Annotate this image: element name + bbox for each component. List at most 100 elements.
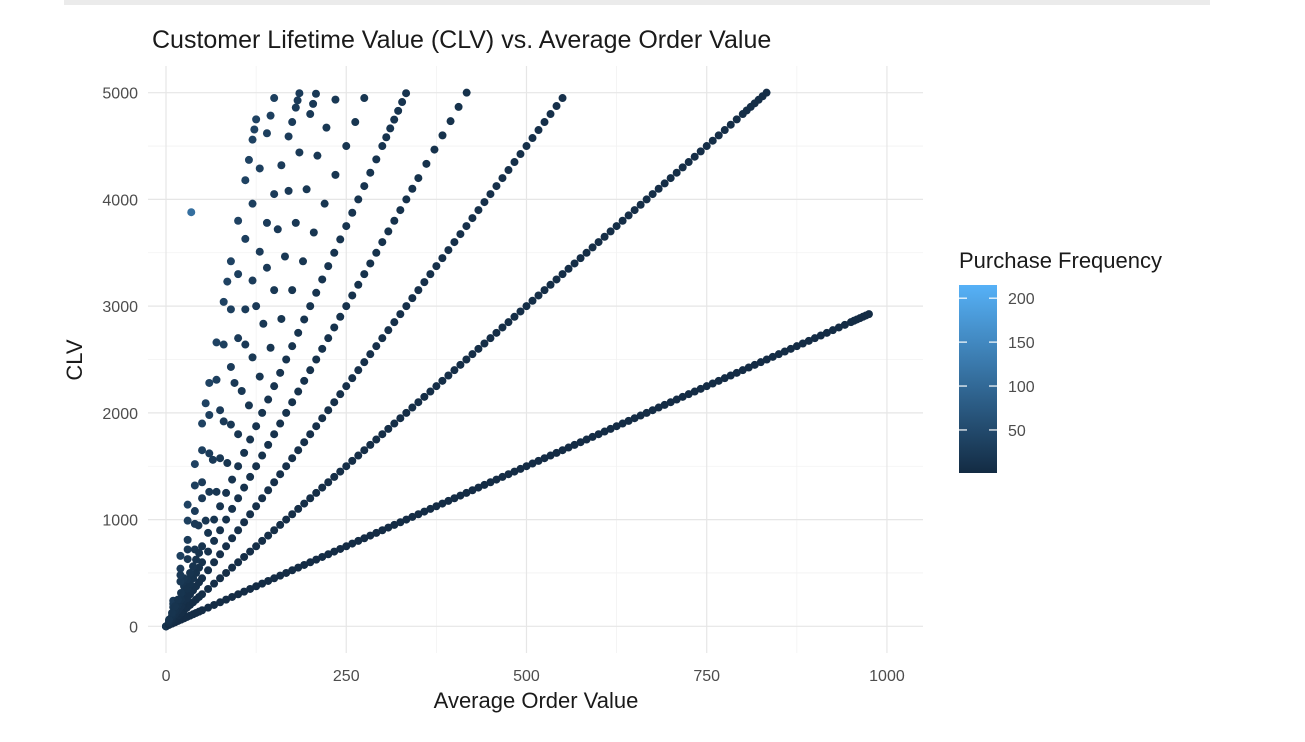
data-point — [498, 174, 507, 183]
data-point — [216, 574, 225, 583]
data-point — [282, 568, 291, 577]
data-point — [804, 336, 813, 345]
data-point — [270, 286, 279, 295]
data-point — [702, 382, 711, 391]
data-point — [456, 360, 465, 369]
data-point — [372, 248, 381, 257]
data-point — [522, 302, 531, 311]
colorbar — [959, 285, 997, 473]
data-point — [666, 398, 675, 407]
data-point — [516, 307, 525, 316]
data-point — [264, 531, 273, 540]
y-tick-label: 0 — [129, 619, 138, 636]
data-point — [552, 102, 561, 111]
data-point — [720, 126, 729, 135]
data-point — [201, 399, 210, 408]
data-point — [223, 277, 232, 286]
data-point — [420, 507, 429, 516]
data-point — [654, 184, 663, 193]
data-point — [432, 382, 441, 391]
data-point — [228, 563, 237, 572]
data-point — [810, 334, 819, 343]
data-point — [612, 222, 621, 231]
grid — [148, 66, 923, 653]
x-tick-label: 500 — [513, 668, 540, 685]
data-point — [402, 408, 411, 417]
data-point — [226, 305, 235, 314]
data-point — [183, 500, 192, 509]
data-point — [474, 344, 483, 353]
data-point — [234, 558, 243, 567]
data-point — [564, 264, 573, 273]
data-point — [219, 297, 228, 306]
data-point — [372, 528, 381, 537]
data-point — [210, 579, 219, 588]
data-point — [252, 115, 261, 124]
y-tick-label: 1000 — [102, 513, 138, 530]
data-point — [786, 344, 795, 353]
data-point — [636, 411, 645, 420]
data-point — [648, 406, 657, 415]
data-point — [720, 374, 729, 383]
data-point — [237, 386, 246, 395]
data-point — [288, 566, 297, 575]
data-point — [678, 163, 687, 172]
data-point — [252, 502, 261, 511]
data-point — [322, 123, 331, 132]
data-point — [264, 440, 273, 449]
data-point — [762, 355, 771, 364]
data-point — [330, 248, 339, 257]
data-point — [336, 544, 345, 553]
data-point — [204, 528, 213, 537]
data-point — [222, 542, 231, 551]
data-point — [248, 276, 257, 285]
data-point — [212, 375, 221, 384]
data-point — [306, 430, 315, 439]
data-point — [270, 430, 279, 439]
data-point — [294, 387, 303, 396]
y-tick-label: 4000 — [102, 192, 138, 209]
data-point — [390, 520, 399, 529]
data-point — [576, 254, 585, 263]
data-point — [696, 147, 705, 156]
data-point — [294, 328, 303, 337]
data-point — [276, 470, 285, 479]
data-point — [246, 510, 255, 519]
data-point — [318, 344, 327, 353]
data-point — [241, 305, 250, 314]
data-point — [216, 526, 225, 535]
data-point — [438, 376, 447, 385]
y-tick-label: 5000 — [102, 86, 138, 103]
data-point — [462, 355, 471, 364]
data-point — [248, 353, 257, 362]
data-point — [726, 371, 735, 380]
data-point — [176, 571, 185, 580]
data-point — [588, 432, 597, 441]
data-point — [187, 208, 196, 217]
data-point — [230, 378, 239, 387]
data-point — [462, 88, 471, 97]
points — [162, 88, 873, 631]
data-point — [594, 238, 603, 247]
data-point — [432, 502, 441, 511]
data-point — [212, 338, 221, 347]
data-point — [684, 390, 693, 399]
data-point — [828, 326, 837, 335]
data-point — [774, 350, 783, 359]
data-point — [266, 111, 275, 120]
data-point — [223, 459, 232, 468]
data-point — [438, 499, 447, 508]
data-point — [176, 577, 185, 586]
data-point — [183, 535, 192, 544]
data-point — [402, 302, 411, 311]
data-point — [414, 510, 423, 519]
data-point — [195, 548, 204, 557]
data-point — [414, 398, 423, 407]
data-point — [351, 118, 360, 127]
data-point — [320, 199, 329, 208]
data-point — [426, 270, 435, 279]
data-point — [486, 190, 495, 199]
data-point — [258, 536, 267, 545]
data-point — [660, 179, 669, 188]
data-point — [534, 126, 543, 135]
